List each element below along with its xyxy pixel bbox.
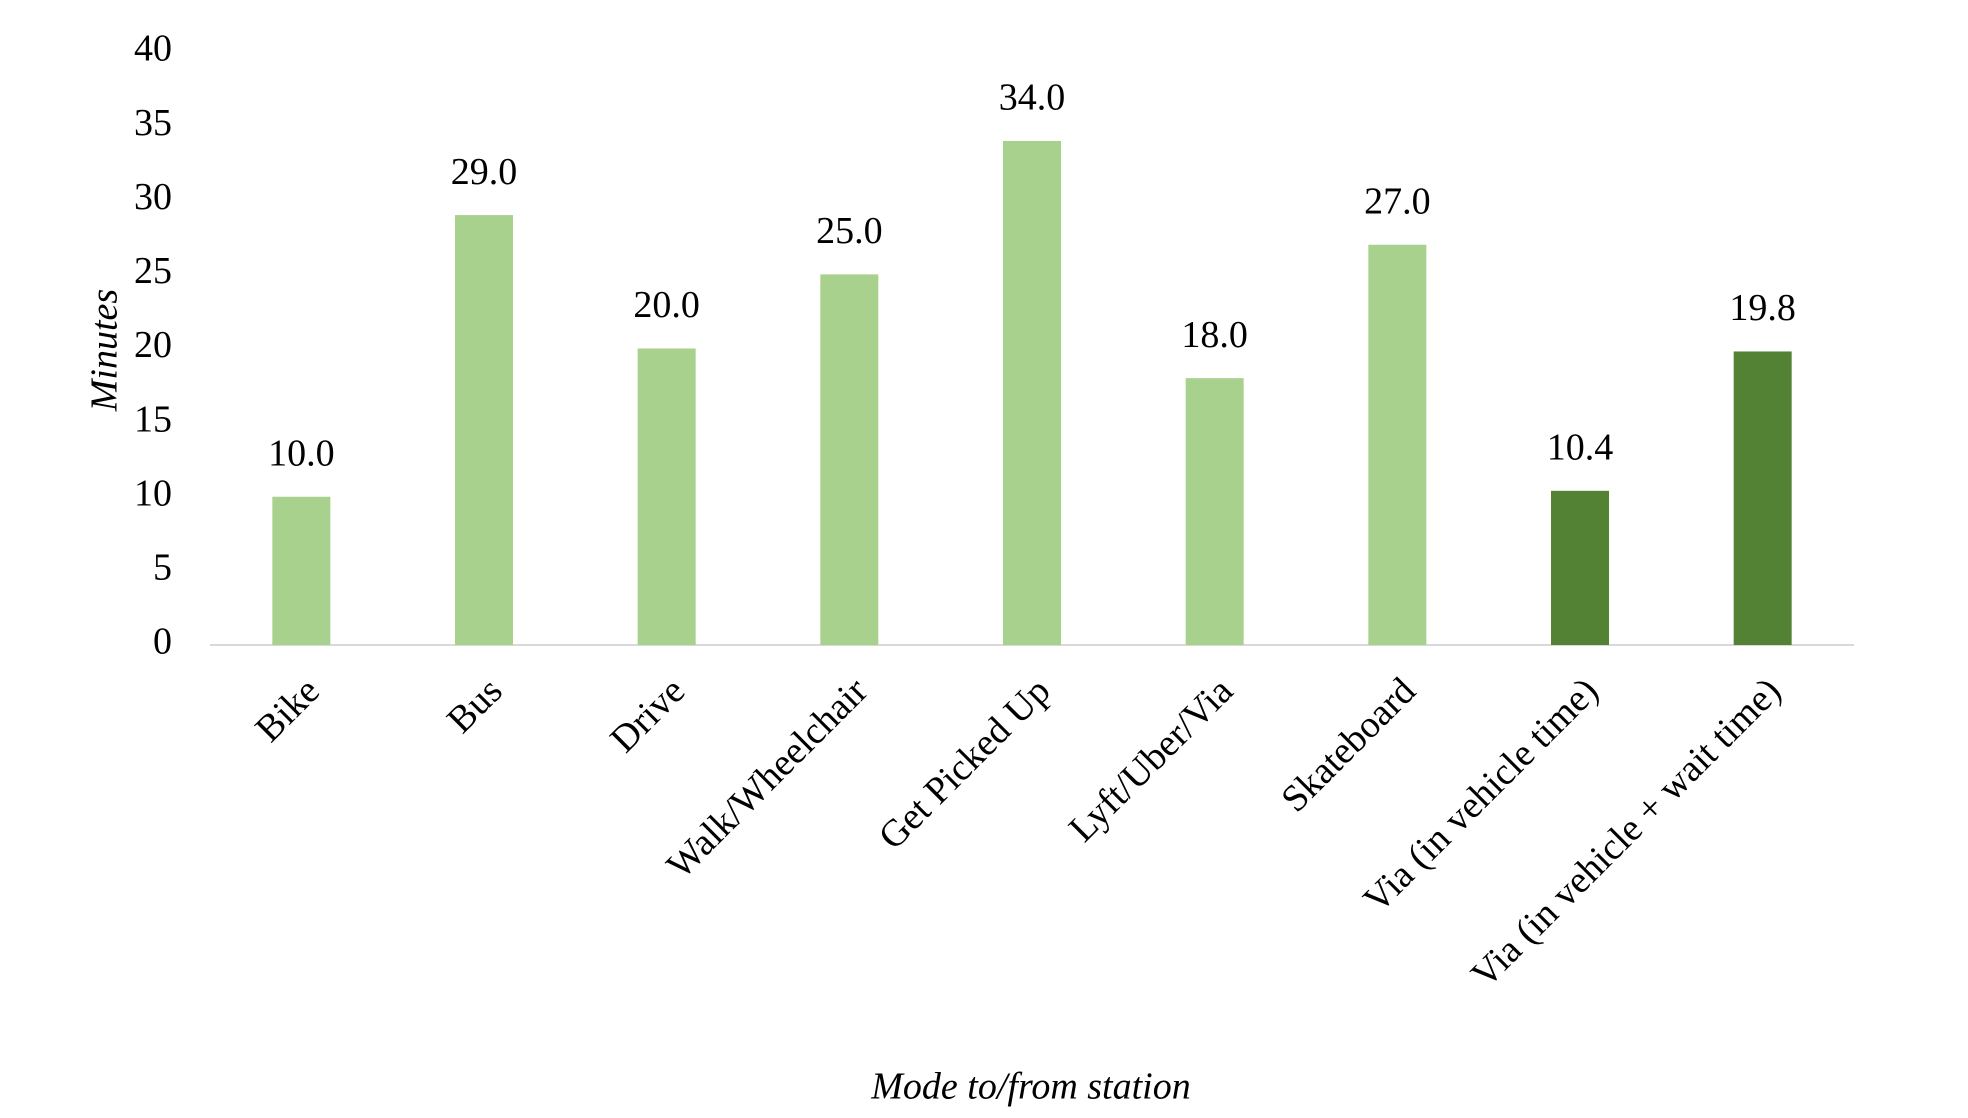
bar bbox=[1733, 351, 1792, 645]
x-tick-label: Get Picked Up bbox=[871, 670, 1059, 858]
y-tick-label: 25 bbox=[134, 250, 172, 292]
y-tick-label: 5 bbox=[153, 547, 172, 589]
x-tick-label: Bus bbox=[439, 670, 511, 742]
y-tick-label: 10 bbox=[134, 472, 172, 514]
data-label: 34.0 bbox=[999, 77, 1066, 119]
data-label: 27.0 bbox=[1364, 180, 1431, 222]
y-tick-label: 40 bbox=[134, 28, 172, 70]
y-tick-label: 30 bbox=[134, 176, 172, 218]
bar bbox=[1551, 490, 1609, 645]
bar bbox=[1185, 378, 1244, 645]
x-tick-label: Bike bbox=[247, 670, 327, 750]
bar bbox=[820, 274, 879, 645]
bar bbox=[455, 215, 513, 645]
data-label: 18.0 bbox=[1181, 314, 1248, 356]
bar bbox=[637, 348, 696, 645]
x-tick-label: Lyft/Uber/Via bbox=[1061, 670, 1241, 850]
y-axis-title: Minutes bbox=[84, 289, 126, 412]
bar bbox=[1368, 244, 1427, 645]
data-label: 10.0 bbox=[268, 432, 335, 474]
bar bbox=[272, 496, 331, 645]
data-label: 25.0 bbox=[816, 210, 883, 252]
data-label: 10.4 bbox=[1547, 427, 1614, 469]
data-label: 29.0 bbox=[451, 151, 518, 193]
data-label: 20.0 bbox=[633, 284, 700, 326]
y-tick-label: 15 bbox=[134, 398, 172, 440]
data-label: 19.8 bbox=[1729, 287, 1796, 329]
y-tick-label: 20 bbox=[134, 324, 172, 366]
y-tick-label: 35 bbox=[134, 102, 172, 144]
x-tick-label: Skateboard bbox=[1273, 670, 1424, 821]
x-tick-label: Walk/Wheelchair bbox=[659, 670, 876, 887]
y-tick-label: 0 bbox=[153, 621, 172, 663]
x-axis-title: Mode to/from station bbox=[870, 1066, 1190, 1108]
bar bbox=[1003, 140, 1061, 645]
x-tick-label: Drive bbox=[602, 670, 693, 761]
x-tick-label: Via (in vehicle + wait time) bbox=[1463, 670, 1789, 996]
